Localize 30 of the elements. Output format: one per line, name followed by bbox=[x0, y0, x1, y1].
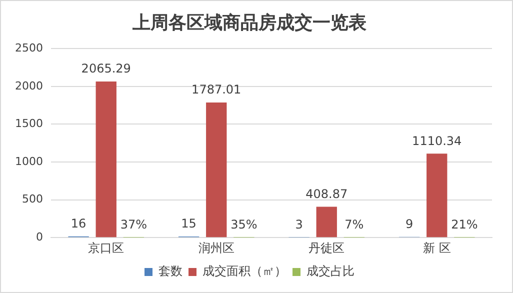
x-tick-label: 丹徒区 bbox=[308, 240, 345, 255]
data-label: 35% bbox=[230, 218, 258, 232]
data-label: 9 bbox=[405, 217, 414, 232]
y-tick-label: 2000 bbox=[14, 79, 43, 92]
data-label: 408.87 bbox=[306, 186, 348, 201]
chart-title: 上周各区域商品房成交一览表 bbox=[132, 12, 366, 34]
bar bbox=[96, 81, 116, 238]
x-tick-label: 新 区 bbox=[422, 240, 451, 255]
data-label: 7% bbox=[344, 218, 364, 232]
data-label: 15 bbox=[181, 216, 196, 231]
x-tick-label: 京口区 bbox=[88, 240, 124, 255]
y-tick-label: 0 bbox=[36, 230, 43, 244]
legend-label: 套数 bbox=[158, 264, 182, 278]
y-tick-label: 2500 bbox=[14, 41, 43, 54]
bar bbox=[316, 206, 337, 238]
data-label: 2065.29 bbox=[81, 62, 131, 76]
y-tick-label: 500 bbox=[22, 192, 43, 206]
data-label: 37% bbox=[120, 218, 148, 232]
data-label: 16 bbox=[70, 216, 86, 231]
legend-label: 成交占比 bbox=[306, 264, 354, 278]
bar bbox=[426, 154, 448, 238]
y-tick-label: 1000 bbox=[14, 154, 43, 168]
bar bbox=[206, 102, 227, 238]
y-tick-label: 1500 bbox=[14, 117, 43, 130]
data-label: 1787.01 bbox=[192, 82, 242, 97]
x-tick-label: 润州区 bbox=[198, 240, 234, 255]
data-label: 21% bbox=[451, 218, 478, 232]
data-label: 1110.34 bbox=[412, 134, 462, 148]
data-label: 3 bbox=[295, 218, 303, 232]
legend-label: 成交面积（㎡） bbox=[202, 264, 286, 278]
